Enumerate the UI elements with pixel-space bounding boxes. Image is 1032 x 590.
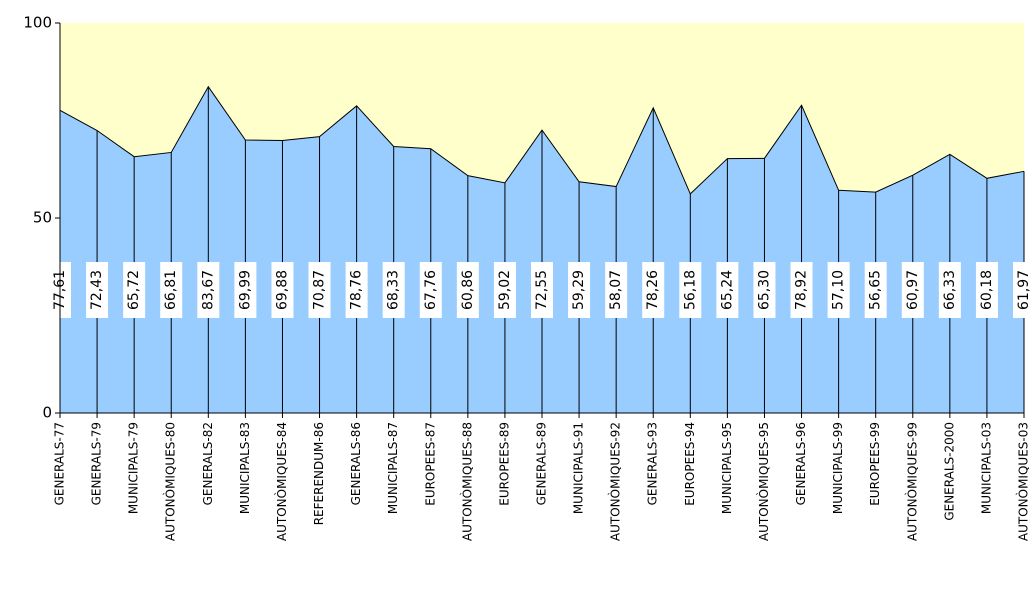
data-label: 59,29 bbox=[571, 270, 587, 310]
data-label: 78,26 bbox=[645, 270, 661, 310]
x-tick-label: MUNICIPALS-91 bbox=[572, 422, 586, 514]
label-bg bbox=[938, 262, 961, 318]
data-label: 60,86 bbox=[460, 270, 476, 310]
label-bg bbox=[975, 262, 998, 318]
label-bg bbox=[827, 262, 850, 318]
y-tick-label: 50 bbox=[33, 209, 52, 227]
x-tick-label: AUTONÒMIQUES-95 bbox=[756, 422, 771, 541]
label-bg bbox=[123, 262, 146, 318]
x-tick-label: GENERALS-79 bbox=[90, 422, 104, 505]
label-bg bbox=[419, 262, 442, 318]
x-tick-label: MUNICIPALS-95 bbox=[720, 422, 734, 514]
label-bg bbox=[531, 262, 553, 318]
label-bg bbox=[456, 262, 479, 318]
x-tick-label: MUNICIPALS-99 bbox=[831, 422, 845, 514]
x-tick-label: AUTONÒMIQUES-99 bbox=[904, 422, 919, 541]
data-label: 57,10 bbox=[831, 270, 847, 310]
label-bg bbox=[160, 262, 183, 318]
x-tick-label: GENERALS-86 bbox=[349, 422, 363, 505]
x-tick-label: GENERALS-96 bbox=[794, 422, 808, 505]
data-label: 65,30 bbox=[756, 270, 772, 310]
data-label: 69,88 bbox=[274, 270, 290, 310]
label-bg bbox=[345, 262, 368, 318]
label-bg bbox=[197, 262, 220, 318]
x-tick-label: MUNICIPALS-03 bbox=[979, 422, 993, 514]
label-bg bbox=[1013, 262, 1032, 318]
label-bg bbox=[753, 262, 776, 318]
label-bg bbox=[790, 262, 813, 318]
label-bg bbox=[86, 262, 109, 318]
label-bg bbox=[605, 262, 628, 318]
data-label: 83,67 bbox=[200, 270, 216, 310]
label-bg bbox=[271, 262, 294, 318]
label-bg bbox=[679, 262, 702, 318]
label-bg bbox=[716, 262, 739, 318]
x-tick-label: GENERALS-89 bbox=[535, 422, 549, 505]
data-label: 60,18 bbox=[979, 270, 995, 310]
y-tick-label: 0 bbox=[42, 404, 52, 422]
data-label: 70,87 bbox=[312, 270, 328, 310]
label-bg bbox=[493, 262, 516, 318]
label-bg bbox=[568, 262, 591, 318]
data-label: 59,02 bbox=[497, 270, 513, 310]
data-label: 60,97 bbox=[905, 270, 921, 310]
data-label: 72,43 bbox=[89, 270, 105, 310]
x-tick-label: MUNICIPALS-83 bbox=[238, 422, 252, 514]
x-tick-label: AUTONÒMIQUES-03 bbox=[1016, 422, 1031, 541]
data-label: 65,72 bbox=[126, 270, 142, 310]
data-label: 78,92 bbox=[794, 270, 810, 310]
label-bg bbox=[382, 262, 405, 318]
data-label: 66,81 bbox=[163, 270, 179, 310]
label-bg bbox=[642, 262, 665, 318]
data-label: 56,18 bbox=[682, 270, 698, 310]
x-tick-label: EUROPEES-94 bbox=[683, 422, 697, 506]
x-tick-label: GENERALS-82 bbox=[201, 422, 215, 505]
x-tick-label: EUROPEES-99 bbox=[868, 422, 882, 506]
x-tick-label: EUROPEES-87 bbox=[423, 422, 437, 506]
x-tick-label: MUNICIPALS-79 bbox=[127, 422, 141, 514]
data-label: 65,24 bbox=[719, 270, 735, 310]
data-label: 67,76 bbox=[423, 270, 439, 310]
x-tick-label: GENERALS-2000 bbox=[942, 422, 956, 521]
x-tick-label: EUROPEES-89 bbox=[497, 422, 511, 506]
data-label: 58,07 bbox=[608, 270, 624, 310]
x-tick-label: GENERALS-77 bbox=[53, 422, 67, 505]
x-tick-label: GENERALS-93 bbox=[646, 422, 660, 505]
x-tick-label: AUTONÒMIQUES-84 bbox=[274, 422, 289, 541]
x-tick-label: REFERENDUM-86 bbox=[312, 422, 326, 525]
data-label: 56,65 bbox=[868, 270, 884, 310]
data-label: 61,97 bbox=[1016, 270, 1032, 310]
data-label: 72,55 bbox=[534, 270, 550, 310]
label-bg bbox=[864, 262, 887, 318]
x-tick-label: AUTONÒMIQUES-80 bbox=[163, 422, 178, 541]
x-tick-label: AUTONÒMIQUES-92 bbox=[608, 422, 623, 541]
data-label: 78,76 bbox=[349, 270, 365, 310]
x-tick-label: AUTONÒMIQUES-88 bbox=[459, 422, 474, 541]
data-label: 69,99 bbox=[237, 270, 253, 310]
label-bg bbox=[901, 262, 924, 318]
data-label: 66,33 bbox=[942, 270, 958, 310]
x-tick-label: MUNICIPALS-87 bbox=[386, 422, 400, 514]
data-label: 68,33 bbox=[386, 270, 402, 310]
label-bg bbox=[234, 262, 257, 318]
label-bg bbox=[308, 262, 331, 318]
y-tick-label: 100 bbox=[23, 14, 52, 32]
